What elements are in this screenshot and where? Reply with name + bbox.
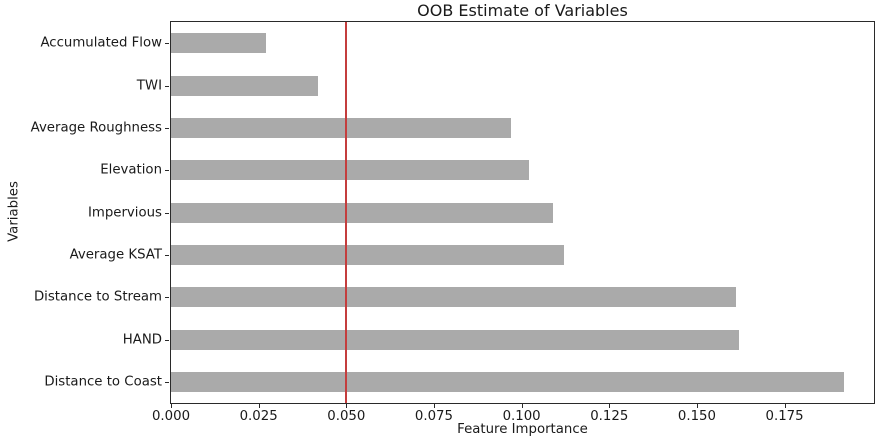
y-tick-mark	[165, 381, 169, 383]
y-tick-label: Distance to Stream	[33, 289, 162, 305]
bar	[171, 75, 319, 96]
y-tick-label: Impervious	[87, 205, 162, 220]
x-tick-mark	[433, 404, 435, 408]
bar	[171, 287, 736, 308]
y-tick-label: TWI	[136, 78, 162, 93]
y-tick-mark	[165, 339, 169, 341]
y-tick-label: Average KSAT	[69, 247, 162, 263]
y-tick-mark	[165, 297, 169, 299]
x-tick-label: 0.150	[677, 409, 716, 424]
x-tick-mark	[696, 404, 698, 408]
x-tick-label: 0.175	[765, 409, 804, 424]
x-tick-label: 0.000	[151, 409, 191, 424]
bar	[171, 117, 512, 138]
plot-area: Accumulated Flow TWI Average Roughness Elev…	[31, 21, 875, 424]
bar	[171, 33, 266, 54]
y-tick-mark	[165, 212, 169, 214]
y-tick-label: HAND	[122, 332, 162, 347]
x-tick-label: 0.050	[327, 409, 366, 424]
x-tick-label: 0.100	[502, 409, 541, 424]
y-tick-mark	[165, 43, 169, 45]
y-tick-label: Elevation	[100, 162, 162, 178]
y-axis-label: Variables	[6, 181, 22, 242]
y-tick-label: Accumulated Flow	[40, 35, 162, 51]
x-tick-mark	[521, 404, 523, 408]
x-tick-mark	[784, 404, 786, 408]
bar	[171, 371, 845, 392]
bar	[171, 202, 554, 223]
y-tick-mark	[165, 127, 169, 129]
y-tick-label: Distance to Coast	[44, 374, 162, 390]
y-tick-mark	[165, 170, 169, 172]
x-tick-mark	[171, 404, 172, 408]
chart-title: OOB Estimate of Variables	[417, 1, 628, 20]
bar	[171, 160, 529, 181]
x-tick-label: 0.075	[414, 409, 453, 424]
x-tick-mark	[258, 404, 260, 408]
x-tick-mark	[346, 404, 348, 408]
threshold-line	[345, 22, 348, 403]
x-tick-label: 0.025	[239, 409, 278, 424]
bar	[171, 244, 564, 265]
y-tick-mark	[165, 85, 169, 87]
x-tick-mark	[609, 404, 611, 408]
x-axis-label: Feature Importance	[457, 422, 588, 437]
x-tick-label: 0.125	[590, 409, 629, 424]
y-tick-label: Average Roughness	[30, 120, 162, 136]
y-tick-mark	[165, 254, 169, 256]
bar	[171, 329, 739, 350]
